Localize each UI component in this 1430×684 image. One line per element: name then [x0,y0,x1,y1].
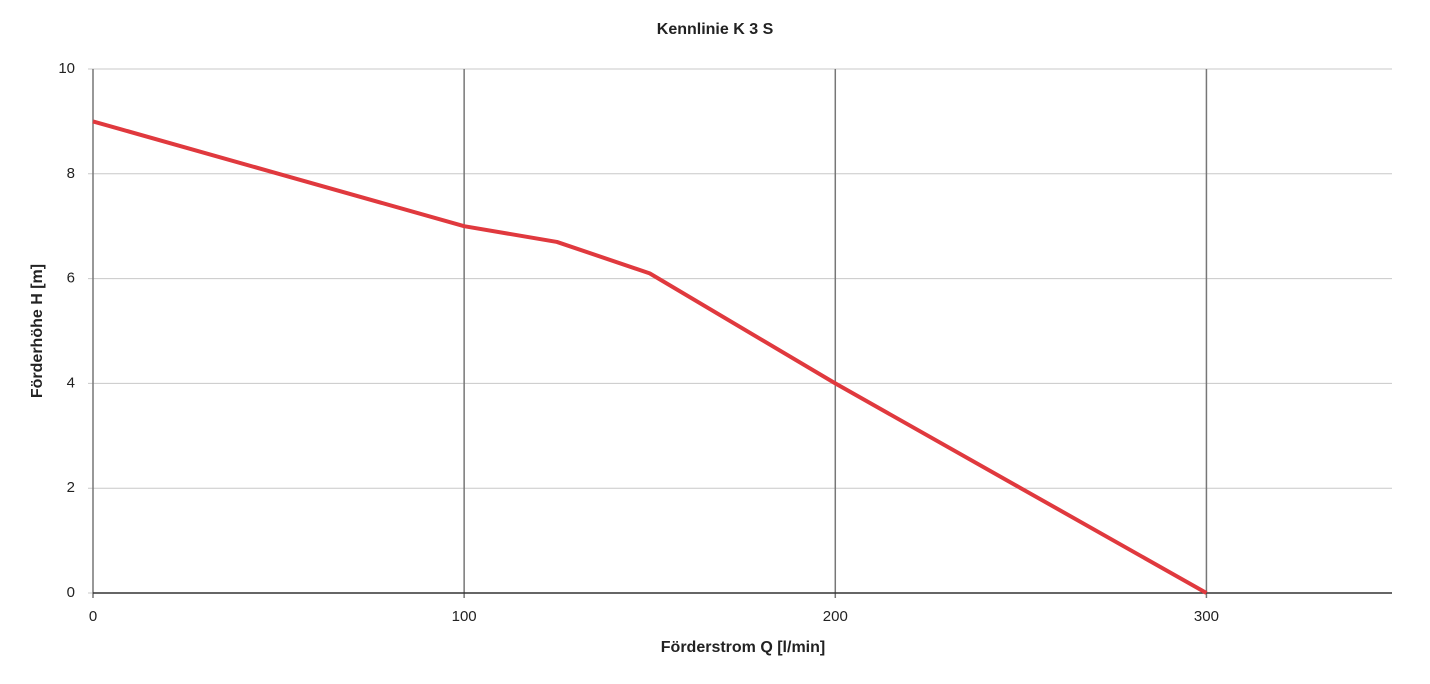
data-line [92,119,1208,595]
x-tick-label: 200 [823,608,848,625]
x-tick-label: 0 [89,608,97,625]
y-tick-label: 2 [67,479,75,496]
y-tick-label: 6 [67,270,75,287]
chart-title: Kennlinie K 3 S [657,21,774,38]
x-tick-label: 300 [1194,608,1219,625]
y-tick-label: 4 [67,374,75,391]
y-axis-label: Förderhöhe H [m] [29,264,46,398]
x-tick-label: 100 [452,608,477,625]
x-axis-label: Förderstrom Q [l/min] [661,639,825,656]
y-tick-label: 8 [67,165,75,182]
y-tick-label: 0 [67,584,75,601]
y-tick-label: 10 [58,60,75,77]
